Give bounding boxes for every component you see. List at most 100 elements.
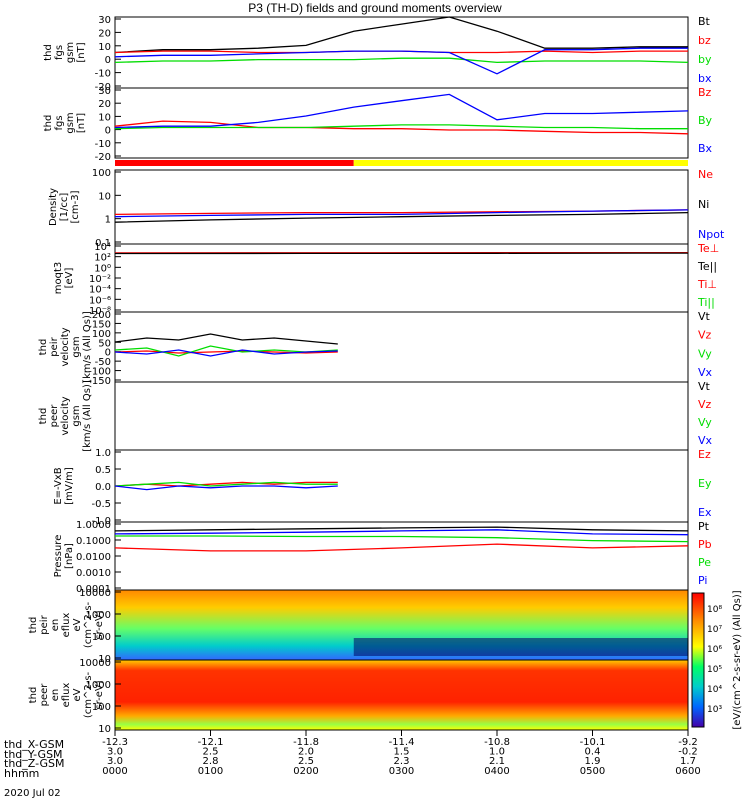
spectrogram-image	[115, 660, 688, 730]
y-axis-label: sr-eV)	[94, 610, 105, 639]
y-tick-label: -100	[88, 367, 111, 378]
series-line-pe	[115, 535, 689, 543]
y-tick-label: 0.0010	[76, 568, 111, 579]
legend-entry: bz	[698, 34, 711, 47]
y-tick-label: -0.5	[91, 499, 111, 510]
y-axis-label: [km/s (All Qs)]	[82, 311, 93, 383]
y-tick-label: 1	[105, 215, 111, 226]
legend-entry: Ey	[698, 477, 712, 490]
y-axis-label: peir	[39, 614, 50, 634]
panel-frame	[114, 243, 689, 313]
legend-entry: Ex	[698, 506, 712, 519]
x-tick-value: -11.4	[389, 737, 415, 748]
series-line-ex	[114, 485, 338, 491]
legend-entry: Pi	[698, 574, 707, 587]
y-tick-label: 1000	[86, 610, 111, 621]
x-tick-value: 3.0	[107, 747, 123, 758]
colorbar-tick-label: 10⁵	[707, 665, 722, 675]
y-axis-label: peer	[39, 683, 50, 707]
page-title: P3 (TH-D) fields and ground moments over…	[248, 1, 502, 15]
colorbar-tick-label: 10⁶	[707, 645, 722, 655]
x-tick-value: -9.2	[678, 737, 698, 748]
series-line-by	[114, 124, 688, 130]
y-axis-label: gsm	[65, 112, 76, 133]
y-tick-label: 10	[98, 654, 111, 665]
colorbar-tick-label: 10⁴	[707, 685, 722, 695]
series-line-ni	[114, 211, 689, 223]
series-line-vt	[114, 333, 338, 345]
y-tick-label: 10⁻⁴	[89, 285, 111, 296]
series-line-pt	[114, 526, 689, 532]
panel-9: 10000 1000 100 10 thd peir en eflux eV (cm^2-s-sr…	[28, 588, 689, 665]
x-row-label: thd_X-GSM	[4, 738, 65, 751]
legend-entry: Te||	[697, 260, 717, 273]
y-axis-label: thd	[38, 408, 49, 425]
series-line-by	[114, 57, 689, 64]
panel-frame	[114, 381, 689, 451]
series-line-pb	[114, 543, 689, 552]
x-tick-value: -10.8	[484, 737, 510, 748]
series-line-bt	[114, 16, 688, 54]
y-axis-label: [1/cc]	[59, 193, 70, 222]
x-row-label: thd_Y-GSM	[4, 747, 63, 761]
y-axis-label: [mV/m]	[64, 467, 75, 505]
legend-entry: Vx	[698, 366, 713, 379]
x-tick-value: 0000	[102, 766, 127, 777]
y-axis-label: sr-eV)	[94, 680, 105, 709]
legend-entry: bx	[698, 72, 712, 85]
y-tick-label: -10	[95, 139, 111, 150]
y-tick-label: 10	[98, 42, 111, 53]
y-tick-label: 150	[92, 319, 111, 330]
panel-10: 10000 1000 100 10 thd peer en eflux eV (cm^2-s-sr…	[28, 658, 689, 735]
panel-7: 1.0 0.5 0.0 -0.5 -1.0 E=-VxB [mV/m] Ez Ey Ex	[53, 448, 712, 527]
y-tick-label: 1000	[86, 680, 111, 691]
legend-entry: Npot	[698, 228, 725, 241]
y-axis-label: moqt3	[53, 262, 64, 295]
y-axis-label: fgs	[54, 115, 65, 130]
panel-frame	[114, 87, 689, 159]
x-tick-value: 0200	[293, 766, 318, 777]
legend-entry: Vx	[698, 434, 713, 447]
y-axis-label: fgs	[54, 45, 65, 60]
panel-frame	[114, 311, 689, 383]
y-tick-label: 1.0000	[76, 520, 111, 531]
legend-entry: Vy	[698, 416, 712, 429]
y-tick-label: 100	[92, 632, 111, 643]
x-tick-value: -10.1	[580, 737, 606, 748]
series-line-npot	[114, 209, 689, 218]
spectrogram-low-band	[353, 638, 688, 656]
x-row-label: hhmm	[4, 766, 40, 780]
y-tick-label: 10⁻⁸	[89, 306, 111, 317]
colorbar: 10⁸ 10⁷ 10⁶ 10⁵ 10⁴ 10³ [eV/(cm^2-s-sr-eV) (Al…	[691, 590, 743, 730]
legend-entry: Vz	[698, 398, 712, 411]
y-axis-label: velocity	[60, 327, 71, 366]
legend-entry: Vt	[698, 310, 711, 323]
y-tick-label: 100	[92, 168, 111, 179]
legend-entry: Vz	[698, 329, 712, 342]
y-tick-label: 0.0001	[76, 584, 111, 595]
mode-bar-red	[115, 160, 354, 166]
x-tick-value: 0400	[484, 766, 509, 777]
y-axis-label: eflux	[61, 683, 72, 708]
mode-bar-yellow	[353, 160, 688, 166]
y-axis-label: eflux	[61, 613, 72, 638]
y-tick-label: 0.1	[95, 238, 111, 249]
x-row-label: thd_Z-GSM	[4, 757, 65, 771]
y-tick-label: 50	[98, 338, 111, 349]
x-tick-value: 2.8	[203, 756, 219, 767]
y-tick-label: 0	[105, 126, 111, 137]
y-axis-label: Pressure	[53, 535, 64, 578]
series-line-bx	[114, 47, 688, 75]
legend-entry: Ez	[698, 448, 711, 461]
y-tick-label: 10000	[79, 658, 111, 669]
y-axis-label: thd	[43, 115, 54, 132]
y-tick-label: 10⁴	[94, 242, 111, 253]
legend-entry: Ti||	[697, 296, 715, 309]
y-axis-label: thd	[43, 44, 54, 61]
x-tick-value: 3.0	[107, 756, 123, 767]
x-tick-value: 1.5	[394, 747, 410, 758]
legend-entry: Pe	[698, 556, 711, 569]
legend-entry: by	[698, 53, 712, 66]
y-tick-label: -20	[95, 82, 111, 93]
